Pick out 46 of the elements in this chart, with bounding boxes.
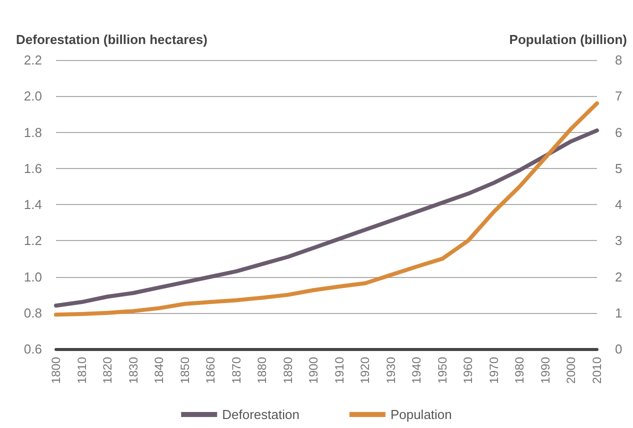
- line-series: [54, 128, 599, 308]
- x-tick-label: 1840: [152, 356, 166, 384]
- y2-tick-label: 2: [615, 269, 622, 284]
- y-tick-label: 1.2: [24, 233, 42, 248]
- x-tick-label: 1830: [126, 356, 140, 384]
- x-tick-label: 1970: [486, 356, 501, 384]
- y-tick-label: 2.0: [24, 88, 42, 104]
- y2-tick-label: 6: [615, 124, 622, 140]
- x-tick-label: 1930: [384, 356, 398, 384]
- y2-tick-label: 3: [615, 233, 622, 248]
- x-tick-label: 1820: [100, 356, 115, 384]
- y-tick-label: 1.4: [24, 197, 42, 212]
- x-tick-label: 1800: [49, 356, 63, 384]
- y2-tick-label: 5: [615, 160, 622, 176]
- x-tick-label: 1990: [538, 356, 552, 384]
- x-tick-label: 2000: [564, 356, 578, 384]
- y-tick-label: 1.0: [24, 269, 42, 284]
- y2-tick-label: 4: [615, 197, 622, 212]
- x-tick-label: 1980: [512, 356, 527, 384]
- y-tick-label: 2.2: [24, 52, 42, 68]
- x-tick-label: 1870: [229, 356, 244, 384]
- y2-tick-label: 1: [615, 305, 622, 320]
- y-axis-title: Deforestation (billion hectares): [16, 32, 208, 47]
- line-series: [54, 101, 599, 317]
- x-tick-label: 1880: [255, 356, 270, 384]
- x-tick-label: 2010: [590, 356, 604, 384]
- y2-tick-label: 8: [615, 52, 622, 68]
- legend-label: Population: [390, 407, 452, 422]
- y2-axis-title: Population (billion): [509, 32, 627, 47]
- y-tick-label: 1.6: [24, 160, 42, 176]
- legend-label: Deforestation: [222, 407, 300, 422]
- y-tick-label: 0.6: [24, 342, 42, 356]
- x-tick-label: 1910: [332, 356, 346, 384]
- y-tick-label: 0.8: [24, 305, 42, 320]
- x-tick-label: 1940: [410, 356, 424, 384]
- x-tick-label: 1920: [358, 356, 372, 384]
- y-tick-label: 1.8: [24, 124, 42, 140]
- y2-tick-label: 7: [615, 88, 622, 104]
- x-tick-label: 1810: [74, 356, 89, 384]
- x-tick-label: 1950: [435, 356, 450, 384]
- x-tick-label: 1850: [178, 356, 192, 384]
- x-tick-label: 1860: [204, 356, 218, 384]
- x-tick-label: 1960: [461, 356, 476, 384]
- y2-tick-label: 0: [615, 342, 622, 356]
- x-tick-label: 1900: [306, 356, 321, 384]
- x-tick-label: 1890: [280, 356, 295, 384]
